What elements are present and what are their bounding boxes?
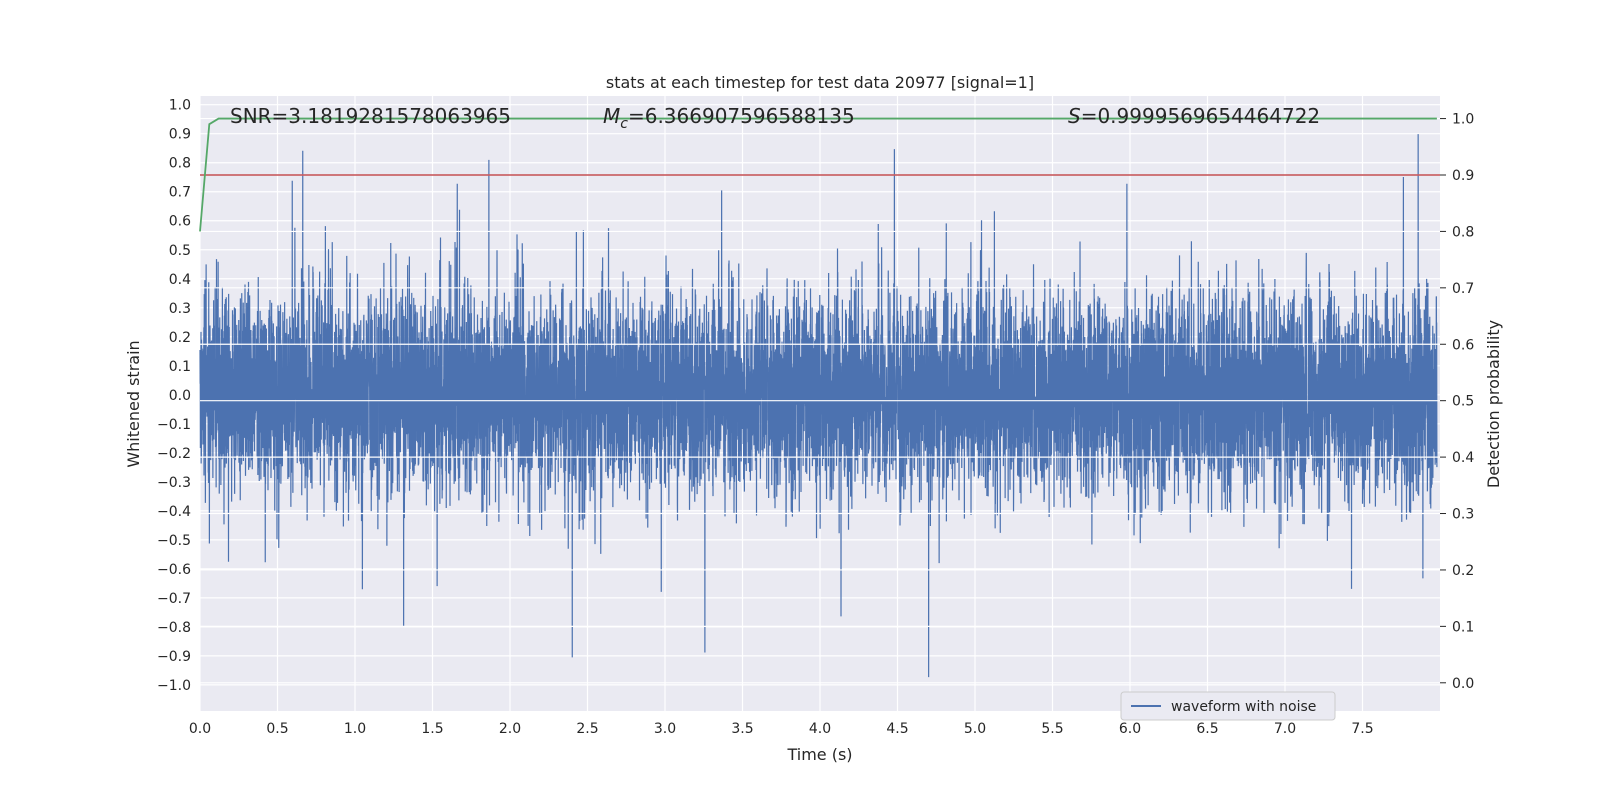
chirp-mass-value: =6.366907596588135 (628, 104, 855, 128)
x-tick-label: 7.5 (1351, 721, 1373, 737)
y-left-tick-label: −0.6 (157, 562, 191, 578)
y-left-tick-label: −0.7 (157, 591, 191, 607)
chart-title: stats at each timestep for test data 209… (606, 73, 1034, 92)
y-right-tick-label: 0.6 (1452, 337, 1474, 353)
x-tick-label: 3.5 (731, 721, 753, 737)
y-right-tick-label: 0.7 (1452, 281, 1474, 297)
y-left-tick-label: 0.4 (169, 272, 191, 288)
y-left-tick-label: −0.1 (157, 417, 191, 433)
x-tick-label: 1.0 (344, 721, 366, 737)
legend-box (1120, 691, 1336, 721)
x-tick-label: 7.0 (1274, 721, 1296, 737)
left-axis-label: Whitened strain (124, 340, 143, 467)
x-tick-label: 6.5 (1196, 721, 1218, 737)
x-tick-label: 1.5 (421, 721, 443, 737)
x-axis-ticks: 0.0 0.5 1.0 1.5 2.0 2.5 3.0 3.5 4.0 4.5 5.0 5.5 6.0 6… (189, 721, 1374, 737)
x-tick-label: 4.0 (809, 721, 831, 737)
legend-entry-waveform: waveform with noise (1171, 699, 1316, 715)
y-left-tick-label: 0.0 (169, 388, 191, 404)
right-axis-ticks: 1.0 0.9 0.8 0.7 0.6 0.5 0.4 0.3 0.2 0.1 0.0 (1440, 112, 1474, 692)
y-right-tick-label: 1.0 (1452, 112, 1474, 128)
y-left-tick-label: −0.8 (157, 620, 191, 636)
y-left-tick-label: −0.3 (157, 475, 191, 491)
y-left-tick-label: 0.6 (169, 214, 191, 230)
significance-symbol: S (1068, 104, 1081, 128)
x-tick-label: 5.0 (964, 721, 986, 737)
y-left-tick-label: 0.3 (169, 301, 191, 317)
y-left-tick-label: −0.4 (157, 504, 191, 520)
right-axis-label: Detection probability (1484, 320, 1503, 488)
y-left-tick-label: −1.0 (157, 678, 191, 694)
significance-annotation: S=0.9999569654464722 (1068, 104, 1320, 128)
chirp-mass-symbol: M (603, 104, 620, 128)
y-left-tick-label: −0.5 (157, 533, 191, 549)
x-tick-label: 0.5 (266, 721, 288, 737)
y-left-tick-label: 0.1 (169, 359, 191, 375)
significance-value: =0.9999569654464722 (1081, 104, 1320, 128)
x-tick-label: 5.5 (1041, 721, 1063, 737)
chirp-mass-subscript: c (620, 116, 628, 132)
y-left-tick-label: 0.9 (169, 127, 191, 143)
y-right-tick-label: 0.8 (1452, 224, 1474, 240)
y-right-tick-label: 0.5 (1452, 394, 1474, 410)
x-tick-label: 2.0 (499, 721, 521, 737)
y-left-tick-label: −0.2 (157, 446, 191, 462)
y-right-tick-label: 0.3 (1452, 507, 1474, 523)
x-tick-label: 4.5 (886, 721, 908, 737)
x-axis-label: Time (s) (786, 745, 852, 764)
y-right-tick-label: 0.9 (1452, 168, 1474, 184)
y-left-tick-label: −0.9 (157, 649, 191, 665)
waveform-series (199, 134, 1438, 678)
legend: waveform with noise (1120, 691, 1336, 721)
y-left-tick-label: 0.5 (169, 243, 191, 259)
snr-annotation: SNR=3.1819281578063965 (230, 104, 511, 128)
y-right-tick-label: 0.4 (1452, 450, 1474, 466)
y-left-tick-label: 0.7 (169, 185, 191, 201)
x-tick-label: 0.0 (189, 721, 211, 737)
y-left-tick-label: 0.8 (169, 156, 191, 172)
x-tick-label: 6.0 (1119, 721, 1141, 737)
y-right-tick-label: 0.0 (1452, 676, 1474, 692)
y-left-tick-label: 0.2 (169, 330, 191, 346)
left-axis-ticks: 1.0 0.9 0.8 0.7 0.6 0.5 0.4 0.3 0.2 0.1 0.0 −0.1 −0.… (157, 98, 191, 694)
y-right-tick-label: 0.2 (1452, 563, 1474, 579)
y-left-tick-label: 1.0 (169, 98, 191, 114)
chirp-mass-annotation: Mc=6.366907596588135 (603, 104, 855, 132)
waveform-line (199, 134, 1438, 678)
x-tick-label: 3.0 (654, 721, 676, 737)
y-right-tick-label: 0.1 (1452, 619, 1474, 635)
detection-probability-line (199, 117, 1437, 232)
x-tick-label: 2.5 (576, 721, 598, 737)
probability-overlay (199, 117, 1440, 684)
